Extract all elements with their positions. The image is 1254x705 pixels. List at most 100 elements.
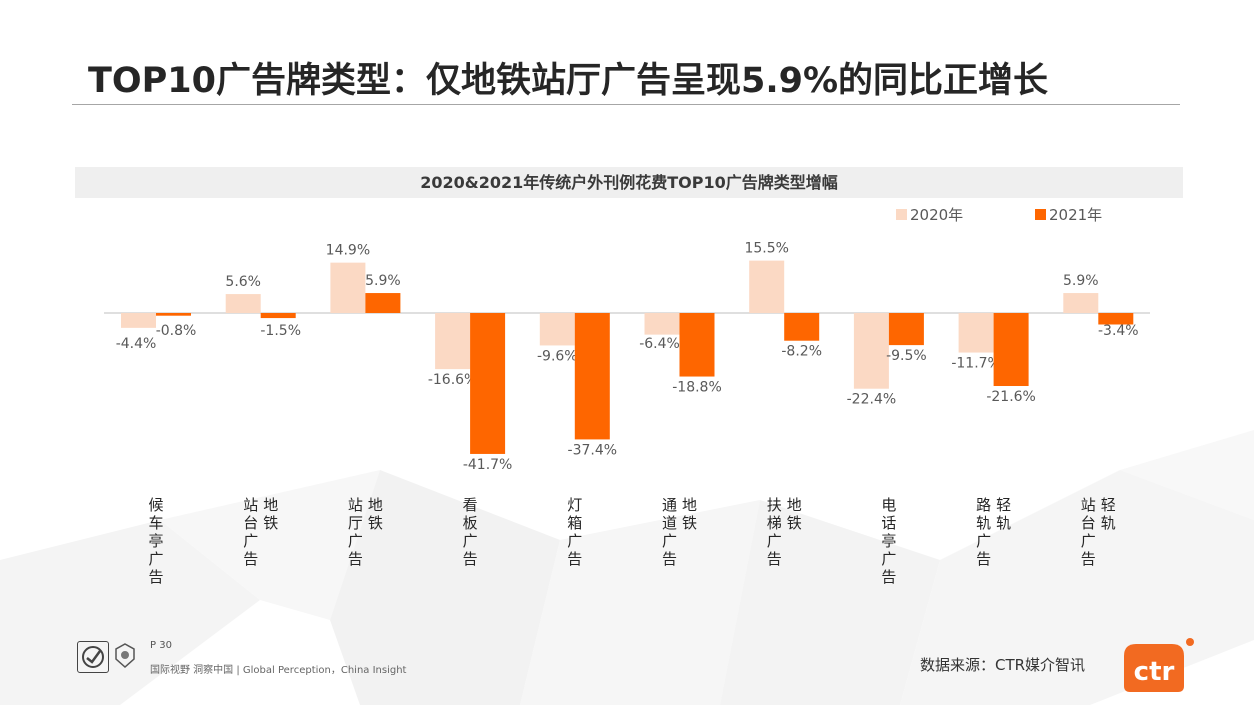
- category-label-char: 站: [243, 496, 258, 514]
- category-label-char: 轨: [1101, 514, 1116, 532]
- category-label-char: 告: [567, 550, 582, 568]
- data-label-2021-4: -41.7%: [463, 457, 513, 473]
- category-label-char: 亭: [148, 532, 163, 550]
- category-label-char: 梯: [767, 514, 782, 532]
- data-label-2021-8: -9.5%: [886, 348, 927, 364]
- bar-2020-6: [644, 313, 680, 335]
- category-label-char: 广: [662, 532, 677, 550]
- data-label-2020-5: -9.6%: [537, 348, 578, 364]
- category-label-char: 地: [368, 496, 383, 514]
- bar-2021-7: [784, 313, 820, 341]
- chart-title: 2020&2021年传统户外刊例花费TOP10广告牌类型增幅: [420, 173, 838, 192]
- bar-2020-2: [225, 294, 261, 313]
- footer-slogan: 国际视野 洞察中国 | Global Perception，China Insi…: [150, 665, 407, 676]
- data-label-2021-9: -21.6%: [986, 389, 1036, 405]
- legend-item-2020: 2020年: [896, 205, 964, 224]
- category-label-char: 灯: [567, 496, 582, 514]
- category-label-char: 台: [1081, 514, 1096, 532]
- data-label-2020-6: -6.4%: [639, 336, 680, 352]
- bar-2020-1: [121, 313, 156, 328]
- data-label-2020-10: 5.9%: [1063, 273, 1099, 289]
- data-label-2020-3: 14.9%: [326, 243, 370, 259]
- category-label-char: 广: [148, 550, 163, 568]
- slide-title: TOP10广告牌类型：仅地铁站厅广告呈现5.9%的同比正增长: [88, 61, 1049, 101]
- category-label-char: 扶: [767, 496, 782, 514]
- category-label-char: 告: [881, 568, 896, 586]
- legend-label-2020: 2020年: [910, 205, 964, 224]
- bar-2020-10: [1063, 293, 1099, 313]
- data-label-2021-1: -0.8%: [156, 323, 197, 339]
- category-label-char: 地: [682, 496, 697, 514]
- data-label-2021-6: -18.8%: [672, 380, 722, 396]
- data-label-2020-2: 5.6%: [225, 274, 261, 290]
- category-label-char: 广: [976, 532, 991, 550]
- category-label-char: 告: [148, 568, 163, 586]
- bar-2021-3: [365, 293, 401, 313]
- legend-swatch-2021: [1035, 208, 1046, 220]
- bar-2020-8: [853, 313, 889, 389]
- bar-2021-10: [1098, 313, 1134, 325]
- category-label-char: 轻: [1101, 496, 1116, 514]
- bar-2020-9: [958, 313, 994, 353]
- category-label-char: 广: [243, 532, 258, 550]
- data-source: 数据来源：CTR媒介智讯: [920, 656, 1086, 674]
- category-label-char: 告: [1081, 550, 1096, 568]
- bar-2021-9: [993, 313, 1029, 387]
- category-label-char: 广: [463, 532, 478, 550]
- category-label-char: 台: [243, 514, 258, 532]
- legend-swatch-2020: [896, 208, 907, 220]
- data-label-2021-3: 5.9%: [365, 273, 401, 289]
- category-label-char: 告: [767, 550, 782, 568]
- category-label-char: 电: [881, 496, 896, 514]
- bar-2021-4: [470, 313, 506, 454]
- category-label-char: 广: [567, 532, 582, 550]
- category-label-char: 铁: [368, 514, 383, 532]
- data-label-2020-4: -16.6%: [428, 372, 478, 388]
- category-label-char: 地: [263, 496, 278, 514]
- quality-mark-icon: [112, 641, 138, 671]
- category-label-char: 广: [767, 532, 782, 550]
- ctr-logo: ctr: [1120, 636, 1194, 694]
- category-label-char: 亭: [881, 532, 896, 550]
- category-label-char: 看: [463, 496, 478, 514]
- category-label-char: 轨: [976, 514, 991, 532]
- logo-text: ctr: [1134, 657, 1175, 687]
- category-label-char: 路: [976, 496, 991, 514]
- category-label-char: 铁: [787, 514, 802, 532]
- category-label-char: 话: [881, 514, 896, 532]
- category-label-char: 板: [463, 514, 478, 532]
- category-label-char: 告: [662, 550, 677, 568]
- bar-2020-7: [749, 260, 785, 313]
- category-label-char: 铁: [263, 514, 278, 532]
- data-label-2021-5: -37.4%: [568, 442, 618, 458]
- category-label-char: 候: [148, 496, 163, 514]
- bar-2020-4: [435, 313, 471, 370]
- category-label-char: 轨: [996, 514, 1011, 532]
- data-label-2020-9: -11.7%: [951, 356, 1001, 372]
- category-label-char: 广: [1081, 532, 1096, 550]
- title-divider: [72, 104, 1180, 105]
- category-label-char: 告: [976, 550, 991, 568]
- category-label-char: 地: [787, 496, 802, 514]
- category-label-char: 告: [348, 550, 363, 568]
- category-label-char: 广: [348, 532, 363, 550]
- category-label-char: 厅: [348, 514, 363, 532]
- legend-label-2021: 2021年: [1049, 205, 1103, 224]
- bar-2020-3: [330, 262, 366, 313]
- category-label-char: 告: [463, 550, 478, 568]
- page-number: P 30: [150, 640, 172, 651]
- bar-2021-5: [574, 313, 610, 440]
- category-label-char: 通: [662, 496, 677, 514]
- data-label-2020-7: 15.5%: [744, 241, 788, 257]
- certification-badge: [77, 641, 109, 673]
- bar-2021-8: [888, 313, 924, 346]
- category-label-char: 广: [881, 550, 896, 568]
- bar-2021-6: [679, 313, 715, 377]
- category-label-char: 站: [1081, 496, 1096, 514]
- category-label-char: 站: [348, 496, 363, 514]
- data-label-2021-10: -3.4%: [1098, 323, 1139, 339]
- data-label-2020-8: -22.4%: [847, 392, 897, 408]
- bar-2021-1: [156, 313, 191, 316]
- category-label-char: 车: [148, 514, 163, 532]
